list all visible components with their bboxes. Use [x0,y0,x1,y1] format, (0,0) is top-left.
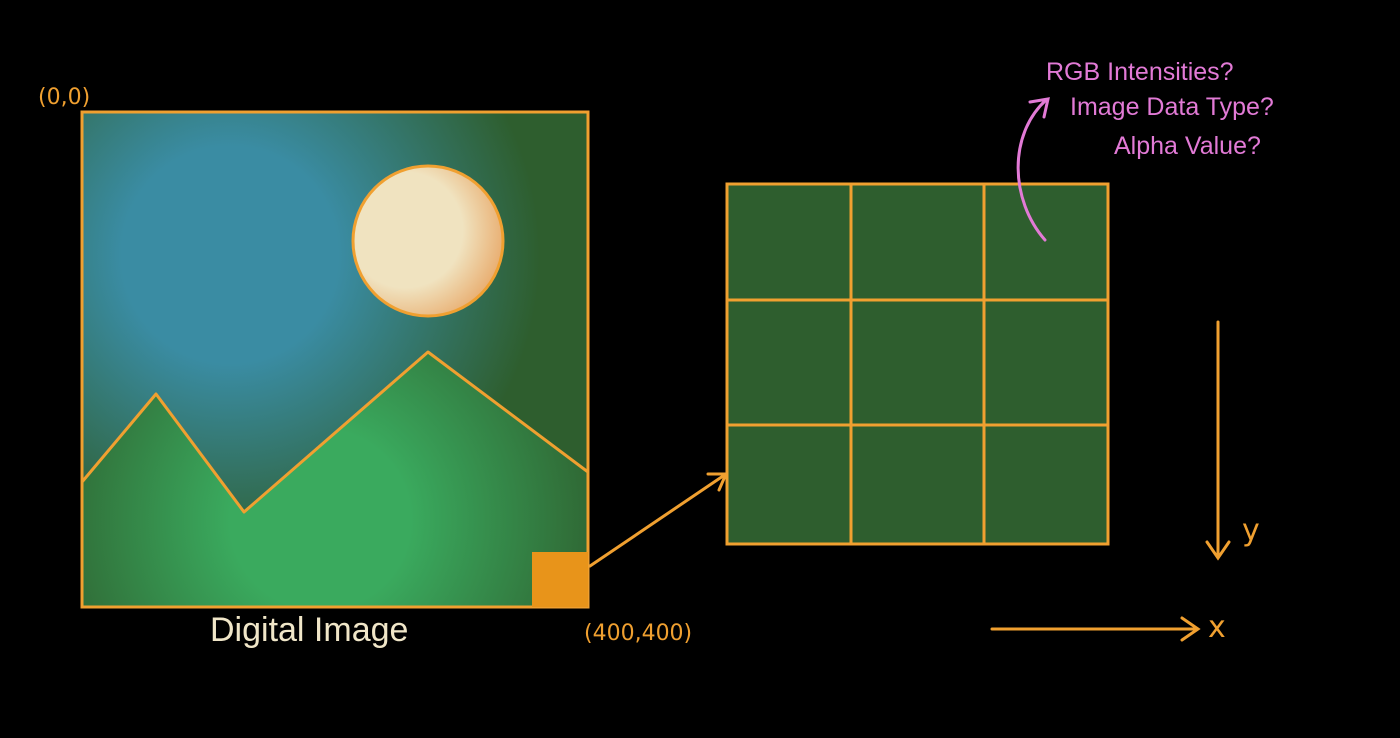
question-arrow [1016,97,1050,242]
origin-coordinate-label: (0,0) [38,85,90,110]
corner-pixel [532,552,588,607]
pixel-grid [725,182,1110,546]
question-alpha-value: Alpha Value? [1114,132,1261,160]
question-image-data-type: Image Data Type? [1070,93,1274,121]
mountains [82,350,588,607]
image-frame [80,110,590,609]
image-label: Digital Image [210,611,408,649]
x-axis-arrow [990,616,1201,642]
y-axis-label: y [1242,513,1260,548]
digital-image [82,112,588,607]
zoom-arrow [588,472,729,568]
y-axis-arrow [1205,320,1231,561]
corner-coordinate-label: (400,400) [584,621,692,646]
pixel-grid-fill [727,184,1108,544]
sun [351,164,505,318]
question-rgb-intensities: RGB Intensities? [1046,58,1234,86]
x-axis-label: x [1208,610,1226,645]
